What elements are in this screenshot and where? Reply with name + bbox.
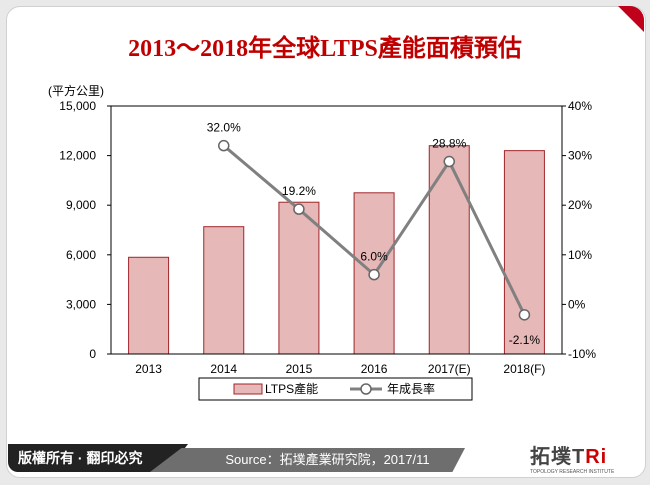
data-label: -2.1% bbox=[509, 333, 541, 347]
plot-frame bbox=[110, 105, 563, 355]
logo-text: 拓墣TRi bbox=[530, 446, 608, 468]
y2-tick-label: -10% bbox=[568, 347, 596, 361]
x-tick-label: 2015 bbox=[286, 362, 313, 376]
y-tick-label: 0 bbox=[89, 347, 96, 361]
legend-bar-label: LTPS產能 bbox=[265, 381, 318, 396]
bar-2014 bbox=[203, 226, 245, 355]
y2-tick-label: 40% bbox=[568, 99, 592, 113]
bar-2013 bbox=[128, 256, 170, 355]
data-label: 6.0% bbox=[360, 250, 388, 264]
y2-tick-label: 0% bbox=[568, 297, 586, 311]
growth-point bbox=[293, 203, 305, 215]
legend-bar-swatch bbox=[233, 383, 263, 395]
bar-2015 bbox=[278, 201, 320, 355]
bar-2017(E) bbox=[428, 145, 470, 355]
bar-2018(F) bbox=[503, 150, 545, 355]
logo-sub: TOPOLOGY RESEARCH INSTITUTE bbox=[530, 469, 615, 475]
legend-line-label: 年成長率 bbox=[387, 381, 435, 396]
legend-line-marker bbox=[360, 383, 372, 395]
legend-box bbox=[198, 377, 473, 401]
x-tick-label: 2013 bbox=[135, 362, 162, 376]
data-label: 32.0% bbox=[207, 121, 241, 135]
x-tick-label: 2018(F) bbox=[503, 362, 545, 376]
chart-title: 2013～2018年全球LTPS產能面積預估 bbox=[128, 36, 522, 62]
corner-accent bbox=[618, 6, 644, 32]
growth-point bbox=[518, 309, 531, 321]
growth-point bbox=[218, 139, 230, 152]
y2-tick-label: 30% bbox=[568, 149, 592, 163]
growth-point bbox=[443, 155, 455, 168]
x-tick-label: 2014 bbox=[210, 362, 237, 376]
y2-tick-label: 20% bbox=[568, 198, 592, 212]
y-tick-label: 3,000 bbox=[66, 297, 96, 311]
growth-point bbox=[368, 268, 380, 281]
tri-logo: 拓墣TRi TOPOLOGY RESEARCH INSTITUTE bbox=[530, 440, 630, 475]
y-axis-unit: (平方公里) bbox=[48, 83, 104, 98]
x-tick-label: 2016 bbox=[361, 362, 388, 376]
data-label: 28.8% bbox=[432, 137, 466, 151]
source-label: Source：拓墣產業研究院，2017/11 bbox=[150, 448, 465, 472]
y2-tick-label: 10% bbox=[568, 248, 592, 262]
y-tick-label: 15,000 bbox=[59, 99, 96, 113]
y-tick-label: 6,000 bbox=[66, 248, 96, 262]
data-label: 19.2% bbox=[282, 184, 316, 198]
y-tick-label: 12,000 bbox=[59, 149, 96, 163]
x-tick-label: 2017(E) bbox=[428, 362, 471, 376]
y-tick-label: 9,000 bbox=[66, 198, 96, 212]
